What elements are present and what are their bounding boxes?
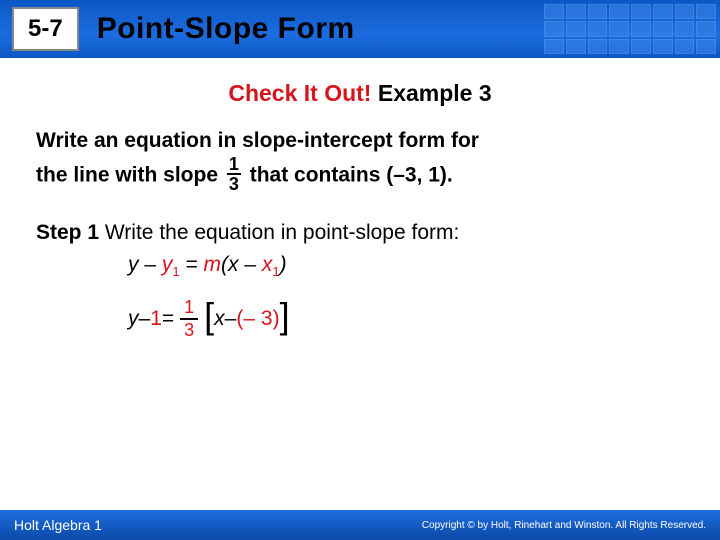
formula-eq: = [180,253,204,276]
footer-bar: Holt Algebra 1 Copyright © by Holt, Rine… [0,510,720,540]
header-bar: 5-7 Point-Slope Form [0,0,720,58]
eq-paren-open: ( [236,307,243,331]
formula-minus2: – [239,253,262,276]
fraction-denominator: 3 [227,175,241,193]
eq-neg3: – 3 [243,307,272,331]
formula-close: ) [280,253,287,276]
formula-x: x [228,253,239,276]
eq-y: y [128,307,139,331]
step-label: Step 1 [36,221,99,244]
eq-paren-close: ) [273,307,280,331]
formula-y1: y1 [162,253,180,276]
point-slope-formula: y – y1 = m(x – x1) [128,253,684,279]
footer-copyright: Copyright © by Holt, Rinehart and Winsto… [422,520,706,531]
problem-statement: Write an equation in slope-intercept for… [36,125,684,195]
eq-one: 1 [150,307,162,331]
formula-minus1: – [139,253,162,276]
eq-fraction: 1 3 [180,297,198,341]
eq-frac-num: 1 [180,297,198,320]
problem-line2b: that contains (–3, 1). [250,163,453,186]
lesson-title: Point-Slope Form [97,12,355,46]
problem-line1: Write an equation in slope-intercept for… [36,129,479,152]
formula-m: m [204,253,222,276]
eq-rbracket: ] [280,302,290,331]
eq-minus: – [139,307,151,331]
step-text: Write the equation in point-slope form: [99,221,459,244]
substituted-equation: y – 1 = 1 3 [ x – ( – 3 ) ] [128,297,684,341]
formula-x1: x1 [262,253,280,276]
check-it-out-heading: Check It Out! Example 3 [36,80,684,107]
slope-fraction: 1 3 [227,155,241,193]
check-it-out-label: Check It Out! [228,80,371,106]
header-grid-decoration [540,0,720,58]
example-number: Example 3 [371,80,491,106]
fraction-numerator: 1 [227,155,241,175]
eq-frac-den: 3 [180,320,198,341]
footer-textbook: Holt Algebra 1 [14,517,102,533]
problem-line2a: the line with slope [36,163,224,186]
eq-minus2: – [225,307,237,331]
eq-x: x [214,307,225,331]
eq-equals: = [162,307,174,331]
content-area: Check It Out! Example 3 Write an equatio… [0,58,720,341]
step-1-line: Step 1 Write the equation in point-slope… [36,221,684,245]
formula-y: y [128,253,139,276]
formula-open: ( [221,253,228,276]
lesson-number-badge: 5-7 [12,7,79,51]
eq-lbracket: [ [204,302,214,331]
